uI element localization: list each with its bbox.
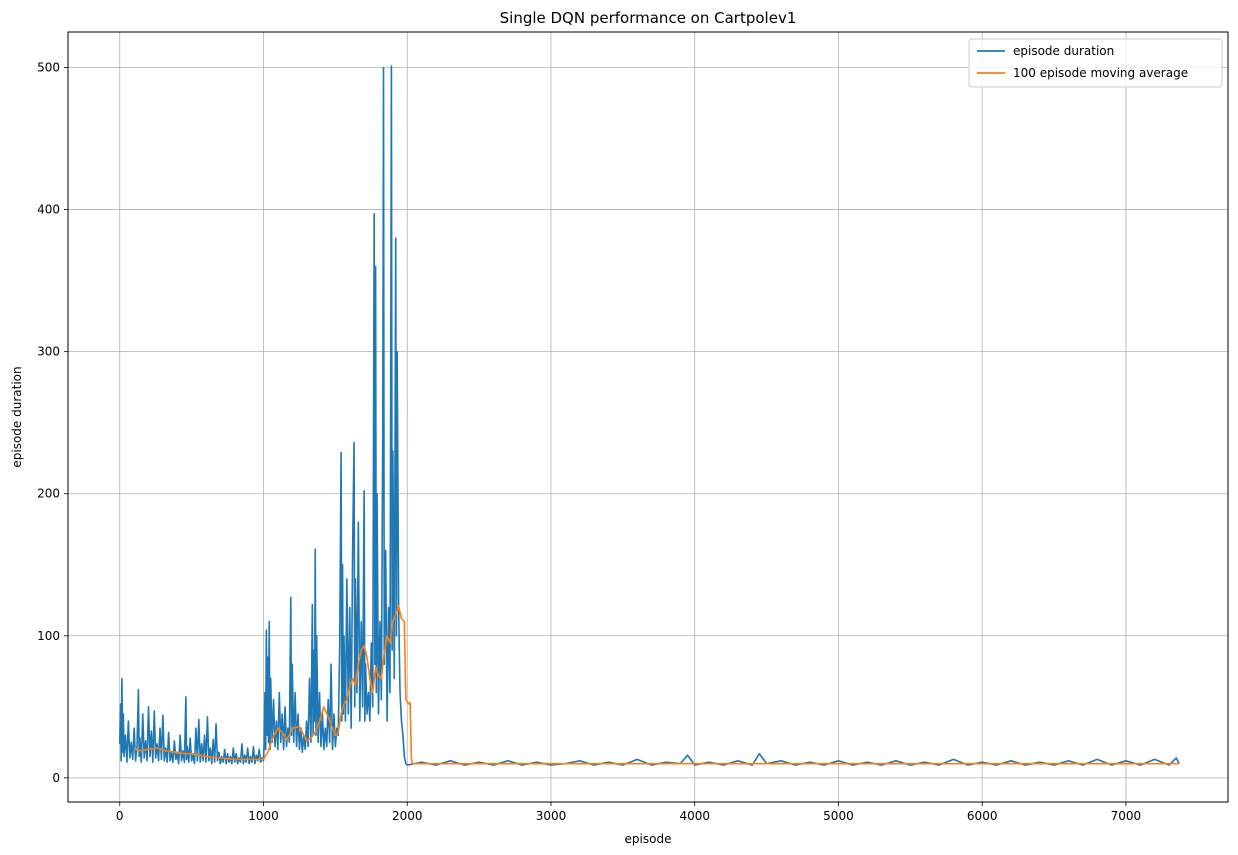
legend-label: 100 episode moving average	[1013, 66, 1188, 80]
series-line-moving-average	[133, 605, 1180, 765]
x-axis-label: episode	[625, 832, 672, 846]
y-tick-label: 300	[37, 345, 60, 359]
y-tick-label: 500	[37, 61, 60, 75]
x-tick-label: 5000	[823, 809, 854, 823]
plot-frame	[67, 31, 1229, 803]
y-tick-label: 400	[37, 203, 60, 217]
y-tick-label: 200	[37, 487, 60, 501]
ticks: 0 1000 2000 3000 4000 5000 6000 7000 0 100 200 300 4…	[37, 61, 1141, 823]
legend-box	[968, 38, 1223, 88]
series-layer	[118, 65, 1180, 766]
y-axis-label: episode duration	[10, 366, 24, 467]
x-tick-label: 3000	[536, 809, 567, 823]
x-tick-label: 2000	[392, 809, 423, 823]
x-tick-label: 1000	[248, 809, 279, 823]
y-tick-label: 0	[52, 771, 60, 785]
x-tick-label: 4000	[679, 809, 710, 823]
x-tick-label: 6000	[967, 809, 998, 823]
series-line-episode-duration	[118, 65, 1180, 766]
legend: episode duration 100 episode moving avera…	[968, 38, 1223, 88]
chart-title: Single DQN performance on Cartpolev1	[500, 9, 797, 27]
y-tick-label: 100	[37, 629, 60, 643]
x-tick-label: 7000	[1111, 809, 1142, 823]
x-tick-label: 0	[116, 809, 124, 823]
legend-label: episode duration	[1013, 44, 1114, 58]
gridlines	[68, 32, 1228, 802]
